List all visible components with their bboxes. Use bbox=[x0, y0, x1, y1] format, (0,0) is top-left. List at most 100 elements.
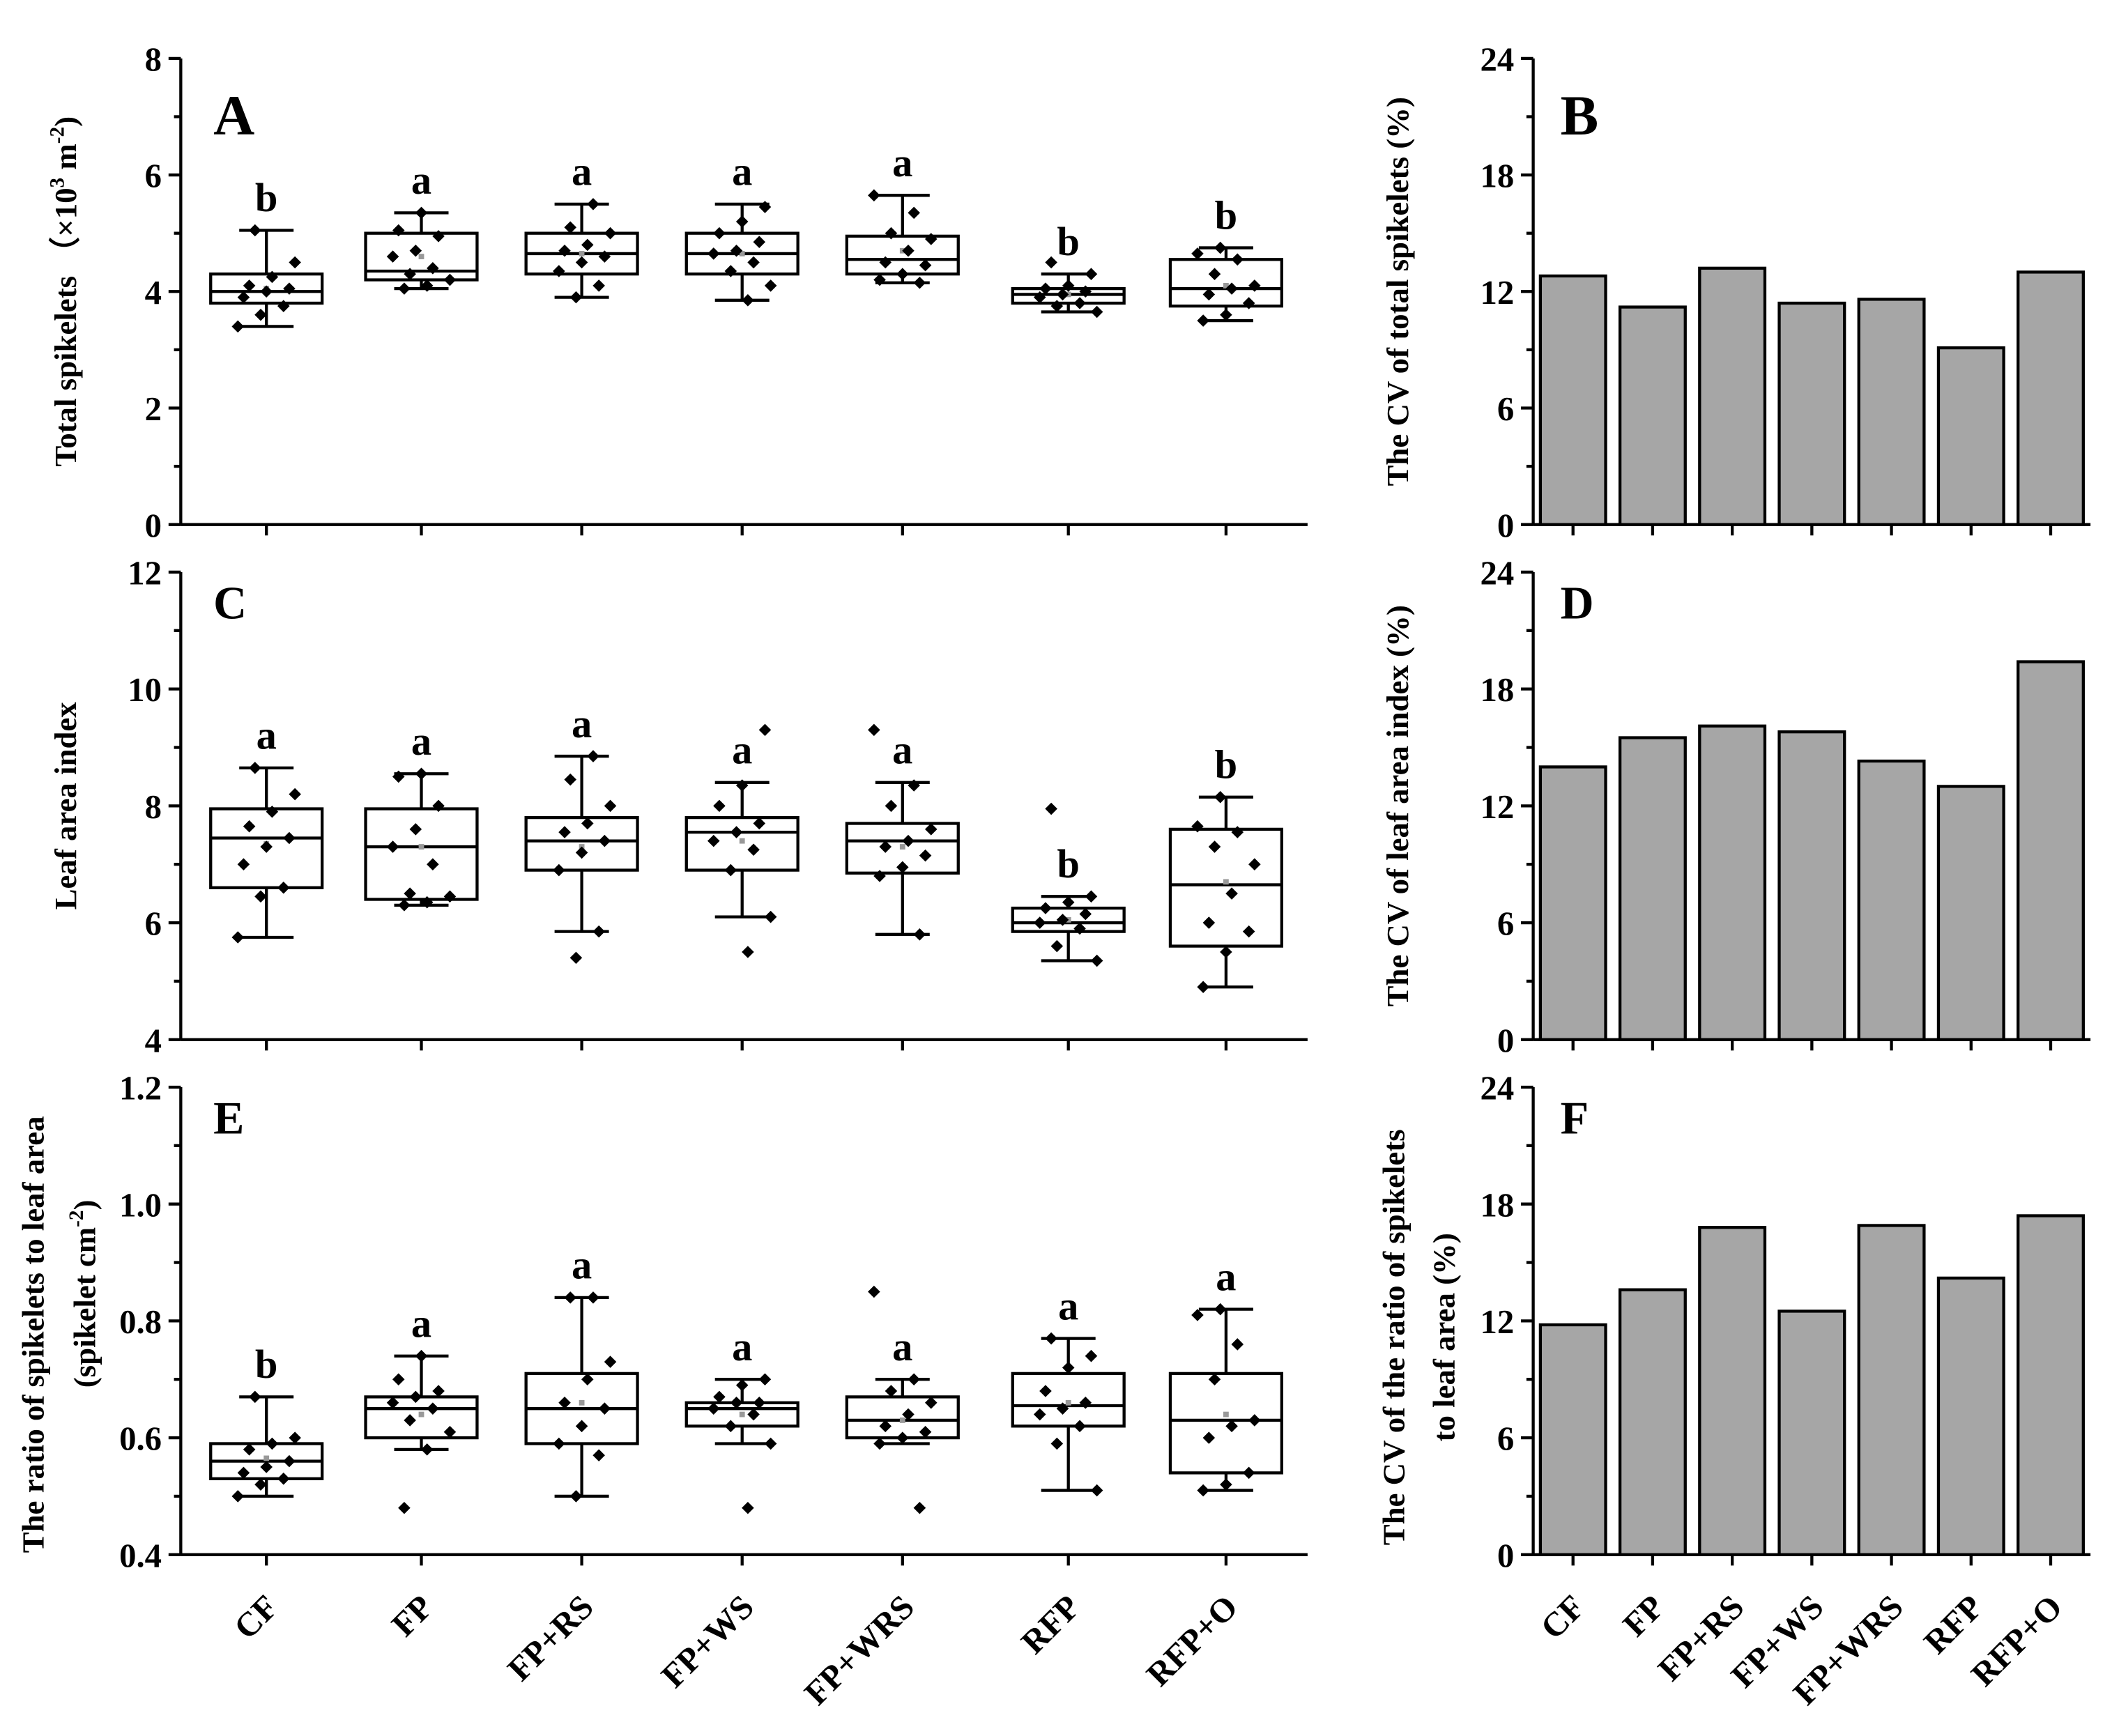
data-point bbox=[713, 226, 726, 240]
bar-fp-wrs bbox=[1857, 298, 1926, 526]
significance-letter: b bbox=[255, 1342, 278, 1387]
y-tick-label: 2 bbox=[145, 390, 162, 428]
panel-c: 4 6 8 10 12 Ca a a a a b b Leaf area index bbox=[48, 555, 1308, 1059]
y-axis-label-line2: to leaf area (%) bbox=[1427, 1233, 1462, 1441]
data-point bbox=[289, 256, 301, 269]
data-point bbox=[913, 276, 926, 289]
bar-rfp bbox=[1936, 1276, 2005, 1556]
data-point bbox=[1248, 279, 1261, 292]
data-point bbox=[724, 265, 737, 277]
mean-marker bbox=[1223, 283, 1229, 289]
significance-letter: b bbox=[1215, 192, 1238, 238]
box-rfp: b bbox=[1011, 802, 1126, 967]
significance-letter: a bbox=[892, 728, 912, 773]
bar-cf bbox=[1538, 765, 1607, 1041]
data-point bbox=[237, 858, 250, 870]
mean-marker bbox=[418, 254, 424, 260]
data-point bbox=[266, 270, 279, 284]
significance-letter: a bbox=[411, 719, 431, 764]
data-point bbox=[266, 1437, 279, 1450]
panel-letter-c: C bbox=[213, 578, 247, 629]
data-point bbox=[902, 244, 915, 257]
mean-marker bbox=[579, 1399, 585, 1406]
y-tick-label: 24 bbox=[1481, 1070, 1515, 1107]
data-point bbox=[243, 820, 256, 833]
y-tick-label: 12 bbox=[1481, 274, 1515, 312]
data-point bbox=[1242, 925, 1255, 938]
iqr-box bbox=[1168, 258, 1283, 308]
data-point bbox=[707, 1402, 720, 1415]
data-point bbox=[1050, 1437, 1064, 1450]
data-point bbox=[1056, 914, 1069, 926]
data-point bbox=[1231, 1338, 1244, 1351]
data-point bbox=[868, 723, 880, 737]
iqr-box bbox=[364, 1395, 479, 1440]
panel-letter-e: E bbox=[213, 1093, 244, 1144]
mean-marker bbox=[739, 838, 745, 844]
data-point bbox=[398, 282, 411, 295]
y-tick-label: 0.4 bbox=[119, 1537, 162, 1574]
y-tick-label: 10 bbox=[128, 671, 162, 709]
data-point bbox=[1220, 946, 1232, 958]
data-point bbox=[1191, 820, 1204, 833]
data-point bbox=[283, 282, 296, 295]
y-tick-label: 0 bbox=[1497, 1537, 1514, 1574]
iqr-box bbox=[1168, 827, 1283, 948]
data-point bbox=[1033, 916, 1046, 929]
data-point bbox=[283, 831, 296, 845]
data-point bbox=[443, 273, 457, 286]
box-cf: a bbox=[209, 713, 324, 944]
y-tick-label: 18 bbox=[1481, 158, 1515, 195]
data-point bbox=[1079, 1397, 1092, 1409]
significance-letter: a bbox=[732, 149, 752, 194]
data-point bbox=[919, 259, 932, 272]
y-tick-label: 12 bbox=[128, 555, 162, 592]
data-point bbox=[404, 268, 416, 280]
data-point bbox=[260, 285, 273, 298]
panel-d: 0 6 12 18 24 D The CV of leaf area index (%) bbox=[1380, 555, 2091, 1059]
data-point bbox=[1085, 268, 1098, 280]
data-point bbox=[558, 826, 571, 838]
y-axis-label-part: -2 bbox=[66, 1210, 88, 1227]
data-point bbox=[386, 1397, 399, 1409]
data-point bbox=[924, 233, 938, 245]
y-tick-label: 12 bbox=[1481, 1303, 1515, 1341]
data-point bbox=[1231, 826, 1244, 838]
data-point bbox=[415, 767, 428, 781]
y-tick-label: 8 bbox=[145, 40, 162, 78]
data-point bbox=[1225, 282, 1238, 295]
y-tick-label: 0 bbox=[1497, 507, 1514, 544]
bar-rfp bbox=[1936, 346, 2005, 526]
data-point bbox=[758, 1373, 772, 1386]
data-point bbox=[868, 1285, 880, 1298]
data-point bbox=[873, 870, 886, 882]
data-point bbox=[254, 890, 267, 903]
data-point bbox=[879, 1420, 892, 1433]
significance-letter: a bbox=[1216, 1254, 1236, 1299]
iqr-box bbox=[209, 272, 324, 305]
data-point bbox=[753, 817, 766, 830]
y-axis-label-line2: (spikelet cm-2) bbox=[66, 1200, 102, 1388]
data-point bbox=[564, 773, 576, 786]
box-cf: b bbox=[209, 1342, 324, 1503]
data-point bbox=[1062, 279, 1075, 292]
significance-letter: a bbox=[1058, 1283, 1078, 1328]
y-tick-label: 0 bbox=[1497, 1022, 1514, 1059]
y-axis-label: The ratio of spikelets to leaf area bbox=[15, 1116, 50, 1553]
mean-marker bbox=[899, 1418, 905, 1423]
mean-marker bbox=[1223, 879, 1229, 885]
box-cf: b bbox=[209, 175, 324, 333]
data-point bbox=[924, 1397, 938, 1409]
iqr-box bbox=[1168, 1372, 1283, 1475]
data-point bbox=[730, 826, 743, 838]
data-point bbox=[581, 1373, 594, 1386]
bar-fp-ws bbox=[1777, 301, 1846, 526]
data-point bbox=[724, 863, 737, 877]
data-point bbox=[289, 1431, 301, 1444]
bar-fp-wrs bbox=[1857, 759, 1926, 1041]
data-point bbox=[707, 834, 720, 847]
data-point bbox=[908, 206, 920, 220]
x-tick-label: FP bbox=[384, 1588, 440, 1643]
data-point bbox=[575, 256, 588, 269]
bar-fp bbox=[1618, 305, 1687, 526]
